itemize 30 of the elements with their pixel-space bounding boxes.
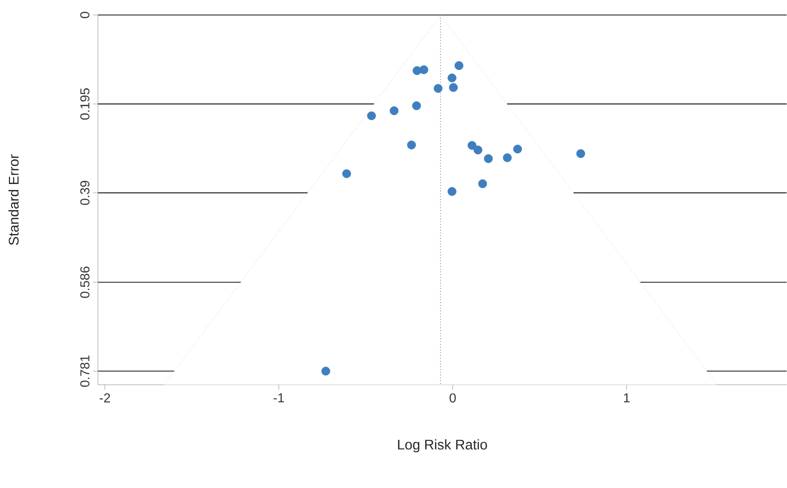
- point: [412, 101, 421, 110]
- point: [448, 74, 456, 82]
- point: [321, 366, 330, 376]
- point: [576, 149, 586, 158]
- x-tick-label: -1: [274, 393, 284, 402]
- point: [474, 146, 482, 154]
- point: [407, 140, 416, 150]
- point: [468, 141, 476, 150]
- point: [419, 65, 428, 74]
- point: [484, 154, 493, 164]
- point: [454, 61, 464, 70]
- point: [342, 169, 352, 178]
- x-tick-label: -2: [100, 393, 110, 402]
- x-tick-label: 1: [624, 393, 630, 402]
- point: [449, 83, 458, 92]
- x-tick-label: 0: [450, 393, 456, 403]
- point: [513, 144, 522, 154]
- y-tick-label: 0.39: [80, 180, 90, 206]
- point: [390, 106, 399, 116]
- y-tick-label: 0.586: [80, 266, 90, 298]
- point: [502, 153, 512, 162]
- point: [478, 179, 488, 188]
- y-tick-label: 0: [80, 12, 90, 18]
- point: [448, 187, 456, 196]
- point: [434, 84, 442, 93]
- x-axis-title: Log Risk Ratio: [398, 439, 487, 452]
- y-axis-title: Standard Error: [8, 154, 19, 246]
- y-tick-label: 0.781: [80, 356, 90, 387]
- point: [367, 112, 376, 120]
- y-tick-label: 0.195: [80, 88, 90, 120]
